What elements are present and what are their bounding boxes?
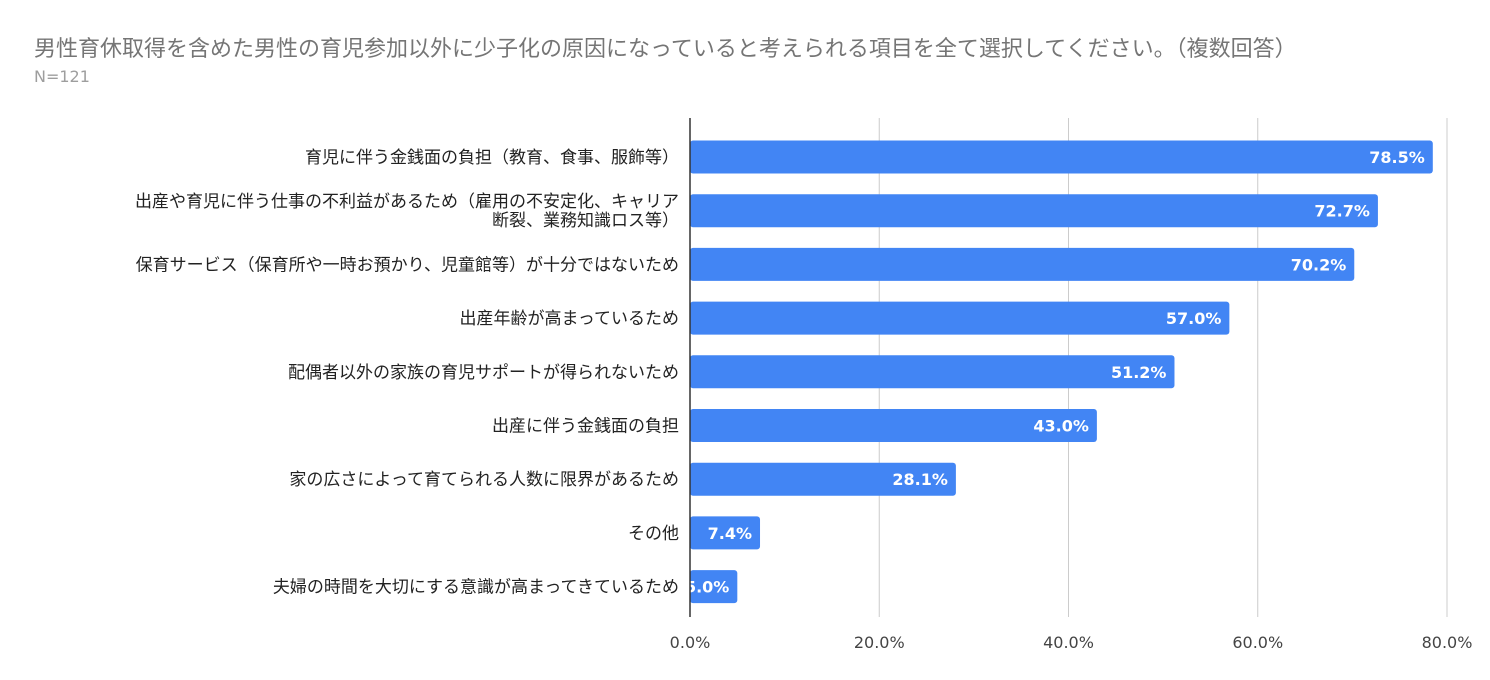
x-axis-tick-labels: 0.0% 20.0% 40.0% 60.0% 80.0%: [670, 633, 1473, 652]
category-label: 夫婦の時間を大切にする意識が高まってきているため: [273, 578, 679, 598]
category-label: 育児に伴う金銭面の負担（教育、食事、服飾等）: [305, 148, 679, 168]
bar-value-label: 7.4%: [708, 524, 752, 543]
bar: [690, 462, 956, 496]
category-label: 配偶者以外の家族の育児サポートが得られないため: [288, 363, 679, 383]
category-label: その他: [628, 524, 679, 544]
x-tick-label: 40.0%: [1043, 633, 1094, 652]
bar-value-label: 72.7%: [1314, 202, 1370, 221]
chart-subtitle: N=121: [34, 67, 90, 86]
bar-value-label: 28.1%: [892, 470, 948, 489]
bar-value-label: 70.2%: [1291, 255, 1347, 274]
bar-value-label: 43.0%: [1033, 417, 1089, 436]
bar: [690, 301, 1230, 335]
bars: 78.5% 72.7% 70.2% 57.0% 51.2% 43.0% 28.1% 7.4% 5…: [685, 140, 1433, 604]
category-label: 断裂、業務知識ロス等）: [492, 211, 679, 231]
bar: [690, 570, 738, 604]
x-tick-label: 80.0%: [1422, 633, 1473, 652]
category-label: 保育サービス（保育所や一時お預かり、児童館等）が十分ではないため: [136, 255, 679, 275]
bar: [690, 355, 1175, 389]
category-label: 出産に伴う金銭面の負担: [492, 417, 679, 437]
bar: [690, 516, 761, 550]
bar: [690, 409, 1097, 442]
category-label: 出産や育児に伴う仕事の不利益があるため（雇用の不安定化、キャリア: [135, 192, 679, 212]
bar: [690, 140, 1433, 174]
bar: [690, 247, 1355, 281]
bar-value-label: 57.0%: [1166, 309, 1222, 328]
bar-value-label: 51.2%: [1111, 363, 1167, 382]
x-tick-label: 0.0%: [670, 633, 711, 652]
x-tick-label: 60.0%: [1232, 633, 1283, 652]
category-label: 家の広さによって育てられる人数に限界があるため: [289, 470, 679, 490]
category-labels: 育児に伴う金銭面の負担（教育、食事、服飾等） 出産や育児に伴う仕事の不利益があるた…: [135, 148, 679, 598]
x-tick-label: 20.0%: [854, 633, 905, 652]
bar: [690, 194, 1378, 228]
chart-title: 男性育休取得を含めた男性の育児参加以外に少子化の原因になっていると考えられる項目…: [34, 37, 1297, 62]
bar-value-label: 78.5%: [1369, 148, 1425, 167]
bar-value-label: 5.0%: [685, 578, 729, 597]
category-label: 出産年齢が高まっているため: [460, 309, 679, 329]
